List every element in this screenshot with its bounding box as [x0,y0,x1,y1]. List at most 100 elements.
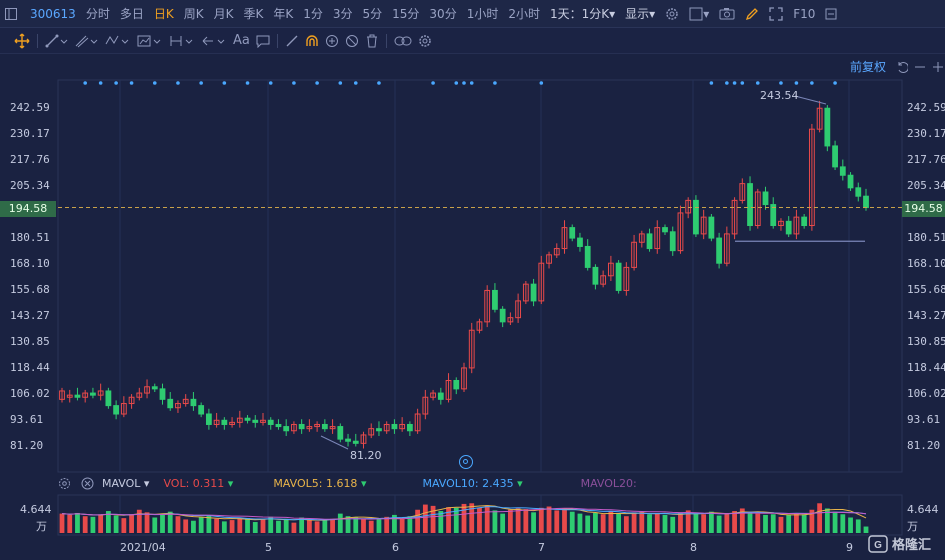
volume-bar [392,514,397,533]
pencil-icon[interactable] [740,0,764,28]
period-tab[interactable]: 1小时 [466,7,499,21]
period-tab[interactable]: 15分 [392,7,420,21]
candle-body [437,392,444,400]
candle-body [283,426,290,432]
volume-bar [647,514,652,533]
volume-bar [337,513,343,533]
volume-bar [685,510,691,533]
f10-button[interactable]: F10 [793,6,816,21]
candle-body [723,233,730,264]
volume-bar [786,514,792,533]
price-tick-left: 143.27 [10,309,50,322]
settings-icon[interactable] [660,0,684,28]
crosshair-move-icon[interactable] [0,28,33,54]
stock-code[interactable]: 300613 [30,6,76,21]
volume-bar [616,513,622,533]
trend-line-icon[interactable] [42,28,72,54]
undo-icon[interactable] [896,61,909,73]
text-tool-button[interactable]: Aa [233,33,250,48]
candle-body [82,392,89,398]
period-tab[interactable]: 日K [153,7,174,21]
zoom-out-icon[interactable] [914,61,926,73]
time-tick: 6 [392,541,399,554]
event-dot [176,81,180,85]
zoom-in-icon[interactable] [932,61,944,73]
period-tab[interactable]: 多日 [119,7,144,21]
candle-body [507,317,514,323]
volume-bar [144,512,150,533]
period-tab[interactable]: 季K [243,7,264,21]
volume-bar [376,518,382,533]
event-dot [755,81,760,85]
candle-body [182,398,189,405]
display-menu[interactable]: 显示 ▾ [625,6,656,22]
candle-body [391,423,398,430]
indicator-settings-icon[interactable] [58,477,71,490]
event-dot [245,81,250,85]
ruler-icon[interactable] [282,28,302,54]
layout-select[interactable]: ▾ [684,0,714,28]
candle-body [159,388,166,400]
candle-body [337,426,344,440]
arrow-tool-icon[interactable] [198,28,230,54]
event-dot [539,81,544,85]
measure-tool-icon[interactable] [134,28,166,54]
watermark-logo: G 格隆汇 [868,534,931,553]
fullscreen-icon[interactable] [764,0,788,28]
restore-mode-button[interactable]: 前复权 [850,60,887,74]
period-tab[interactable]: 月K [213,7,234,21]
volume-bar [817,503,823,533]
period-tab[interactable]: 年K [273,7,294,21]
volume-bar [585,515,591,533]
hide-drawings-icon[interactable] [342,28,362,54]
zoom-marker-icon[interactable] [459,455,473,469]
low-marker-line [320,435,349,450]
channel-tool-icon[interactable] [72,28,102,54]
volume-bar [840,514,846,533]
period-tab[interactable]: 分时 [85,7,110,21]
period-tab[interactable]: 1分 [303,7,323,21]
candle-body [677,212,684,252]
period-tab[interactable]: 周K [183,7,204,21]
interval-selector[interactable]: 1天：1分K ▾ [549,6,616,22]
sidebar-toggle-icon[interactable] [0,0,22,28]
candle-body [731,199,738,235]
candle-body [291,423,297,432]
candle-body [97,390,104,396]
candle-body [863,195,869,209]
event-dot [199,81,203,85]
candle-body [839,166,846,176]
candle-body [260,419,266,423]
magnet-icon[interactable] [302,28,322,54]
comment-icon[interactable] [253,28,273,54]
link-icon[interactable] [391,28,415,54]
volume-axis-top-left: 4.644 [20,503,52,516]
mavol-line-20 [61,507,867,520]
wave-tool-icon[interactable] [102,28,134,54]
event-dot [98,81,103,85]
candle-body [66,394,73,398]
indicator-close-icon[interactable] [81,477,94,490]
minimize-icon[interactable] [820,0,842,28]
candle-body [345,438,351,442]
price-tick-right: 155.68 [907,283,945,296]
tool-settings-icon[interactable] [415,28,435,54]
volume-bar [523,509,529,533]
volume-bar [399,518,405,533]
price-chart[interactable]: 242.59 242.59 230.17 230.17 217.76 217.76 205.… [0,54,945,560]
trash-icon[interactable] [362,28,382,54]
volume-bar [577,513,583,533]
time-tick: 9 [846,541,853,554]
indicator-selector[interactable]: MAVOL ▾ [102,476,150,490]
volume-bar [260,519,266,533]
period-tab[interactable]: 2小时 [508,7,540,21]
candle-body [267,419,274,425]
camera-icon[interactable] [714,0,740,28]
event-dot [222,81,227,85]
period-tab[interactable]: 5分 [362,7,383,21]
period-tab[interactable]: 3分 [332,7,353,21]
volume-bar [623,516,629,533]
range-tool-icon[interactable] [166,28,198,54]
sync-icon[interactable] [322,28,342,54]
period-tab[interactable]: 30分 [429,7,457,21]
